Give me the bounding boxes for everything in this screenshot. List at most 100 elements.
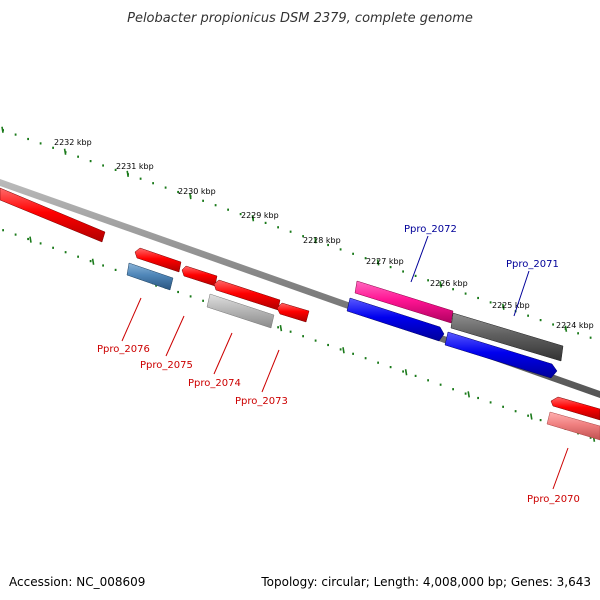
minor-tick xyxy=(39,142,42,145)
minor-tick xyxy=(477,296,479,300)
major-tick xyxy=(342,347,345,354)
gene-label-ppro-2071[interactable]: Ppro_2071 xyxy=(506,259,559,270)
minor-tick xyxy=(589,336,592,339)
feature-ppro-2070-lower[interactable] xyxy=(546,411,600,441)
minor-tick xyxy=(202,299,204,302)
minor-tick xyxy=(114,268,117,271)
minor-tick xyxy=(214,204,217,207)
minor-tick xyxy=(464,292,467,295)
feature-ppro-2075-top[interactable] xyxy=(134,247,182,273)
minor-tick xyxy=(264,221,267,224)
minor-tick xyxy=(339,348,342,351)
major-tick xyxy=(251,215,255,222)
minor-tick xyxy=(452,388,454,391)
feature-ppro-2073[interactable] xyxy=(276,302,310,323)
minor-tick xyxy=(152,182,154,185)
major-tick xyxy=(126,170,129,178)
feature-blue-2[interactable] xyxy=(444,331,558,379)
callout-lines xyxy=(121,235,569,490)
callout-line-ppro-2070 xyxy=(552,447,569,490)
scale-label-2230: 2230 kbp xyxy=(178,187,216,196)
map-title: Pelobacter propionicus DSM 2379, complet… xyxy=(127,11,473,26)
major-tick xyxy=(564,325,568,332)
major-tick xyxy=(279,324,283,332)
minor-tick xyxy=(477,396,479,400)
scale-label-2228: 2228 kbp xyxy=(303,236,341,245)
gene-label-ppro-2070[interactable]: Ppro_2070 xyxy=(527,494,580,505)
major-tick xyxy=(189,192,192,200)
feature-ppro-2071[interactable] xyxy=(450,312,564,362)
scale-label-2226: 2226 kbp xyxy=(430,279,468,288)
minor-tick xyxy=(189,295,192,298)
minor-tick xyxy=(89,260,92,263)
minor-tick xyxy=(52,246,54,249)
minor-tick xyxy=(452,288,454,291)
gene-label-ppro-2074[interactable]: Ppro_2074 xyxy=(188,378,241,389)
feature-ppro-2076[interactable] xyxy=(126,262,174,291)
minor-tick xyxy=(302,235,304,238)
minor-tick xyxy=(439,383,442,386)
minor-tick xyxy=(102,264,104,267)
major-tick xyxy=(63,148,67,155)
minor-tick xyxy=(102,164,104,167)
minor-tick xyxy=(14,133,17,136)
minor-tick xyxy=(177,190,179,194)
minor-tick xyxy=(464,392,467,395)
gene-label-ppro-2075[interactable]: Ppro_2075 xyxy=(140,360,193,371)
major-tick xyxy=(91,258,95,265)
minor-tick xyxy=(364,357,367,360)
minor-tick xyxy=(552,323,554,326)
scale-labels: 2232 kbp 2231 kbp 2230 kbp 2229 kbp 2228… xyxy=(54,138,594,330)
minor-tick xyxy=(239,213,242,216)
minor-tick xyxy=(114,168,117,171)
major-tick xyxy=(467,391,470,398)
callout-line-ppro-2071 xyxy=(513,270,530,317)
minor-tick xyxy=(577,332,579,335)
minor-tick xyxy=(89,160,92,163)
feature-left-red[interactable] xyxy=(0,187,106,243)
gene-label-ppro-2072[interactable]: Ppro_2072 xyxy=(404,224,457,235)
gene-label-ppro-2073[interactable]: Ppro_2073 xyxy=(235,396,288,407)
feature-ppro-2072[interactable] xyxy=(354,280,454,324)
major-tick xyxy=(530,413,533,420)
callout-line-ppro-2076 xyxy=(121,297,142,342)
minor-tick xyxy=(427,279,429,282)
major-tick xyxy=(439,281,442,288)
minor-tick xyxy=(402,370,404,373)
minor-tick xyxy=(589,436,592,439)
minor-tick xyxy=(139,177,142,180)
major-tick xyxy=(404,369,408,376)
minor-tick xyxy=(52,146,54,149)
feature-ppro-2074-lower[interactable] xyxy=(206,293,275,329)
topology-summary: Topology: circular; Length: 4,008,000 bp… xyxy=(260,575,591,589)
minor-tick xyxy=(402,270,404,273)
feature-ppro-2075[interactable] xyxy=(181,265,218,287)
minor-tick xyxy=(539,419,542,422)
minor-tick xyxy=(302,335,304,338)
major-tick xyxy=(314,237,317,244)
major-tick xyxy=(376,259,380,266)
minor-tick xyxy=(377,361,379,364)
gene-label-ppro-2076[interactable]: Ppro_2076 xyxy=(97,344,150,355)
minor-tick xyxy=(539,319,542,322)
minor-tick xyxy=(164,186,167,189)
minor-tick xyxy=(414,274,417,277)
minor-tick xyxy=(227,208,229,211)
minor-tick xyxy=(527,414,529,417)
feature-blue-1[interactable] xyxy=(346,297,445,342)
minor-tick xyxy=(39,242,42,245)
minor-tick xyxy=(527,314,529,317)
feature-ppro-2070[interactable] xyxy=(550,396,600,421)
minor-tick xyxy=(364,257,367,260)
minor-tick xyxy=(27,137,29,141)
minor-tick xyxy=(289,330,292,333)
minor-tick xyxy=(389,266,392,269)
feature-ppro-2074[interactable] xyxy=(213,279,281,311)
callout-line-ppro-2074 xyxy=(213,332,233,375)
scale-label-2224: 2224 kbp xyxy=(556,321,594,330)
minor-tick xyxy=(289,230,292,233)
minor-tick xyxy=(414,374,417,377)
minor-tick xyxy=(64,251,67,254)
minor-tick xyxy=(514,410,517,413)
reverse-features xyxy=(0,187,600,441)
